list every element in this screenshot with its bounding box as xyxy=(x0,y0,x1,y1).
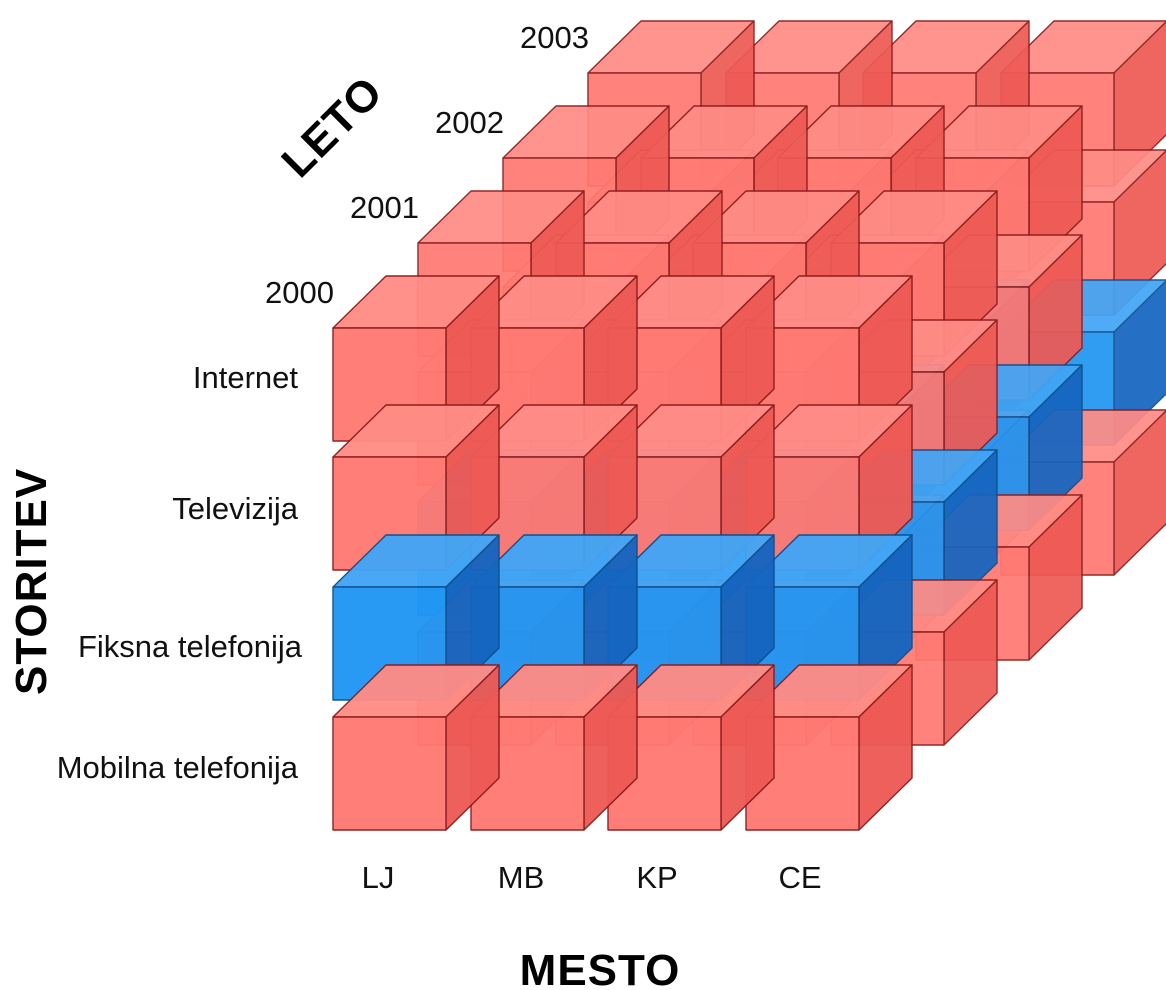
place-label-mb: MB xyxy=(498,860,545,895)
axis-title-mesto: MESTO xyxy=(520,946,681,990)
cube-front-face xyxy=(332,716,447,831)
cube-2000-LJ-3 xyxy=(332,664,500,831)
cube-grid xyxy=(332,20,1166,831)
service-label-fiksna-telefonija: Fiksna telefonija xyxy=(78,629,303,664)
cube-2000-KP-3 xyxy=(607,664,775,831)
year-label-2000: 2000 xyxy=(265,275,334,310)
axis-title-storitev: STORITEV xyxy=(7,468,56,695)
service-label-televizija: Televizija xyxy=(172,491,299,526)
year-label-2003: 2003 xyxy=(520,20,589,55)
place-label-ce: CE xyxy=(778,860,821,895)
service-label-internet: Internet xyxy=(193,360,299,395)
year-label-2001: 2001 xyxy=(350,190,419,225)
place-label-lj: LJ xyxy=(362,860,395,895)
place-label-kp: KP xyxy=(636,860,677,895)
axis-title-leto: LETO xyxy=(272,67,392,187)
year-label-2002: 2002 xyxy=(435,105,504,140)
service-label-mobilna-telefonija: Mobilna telefonija xyxy=(57,750,299,785)
